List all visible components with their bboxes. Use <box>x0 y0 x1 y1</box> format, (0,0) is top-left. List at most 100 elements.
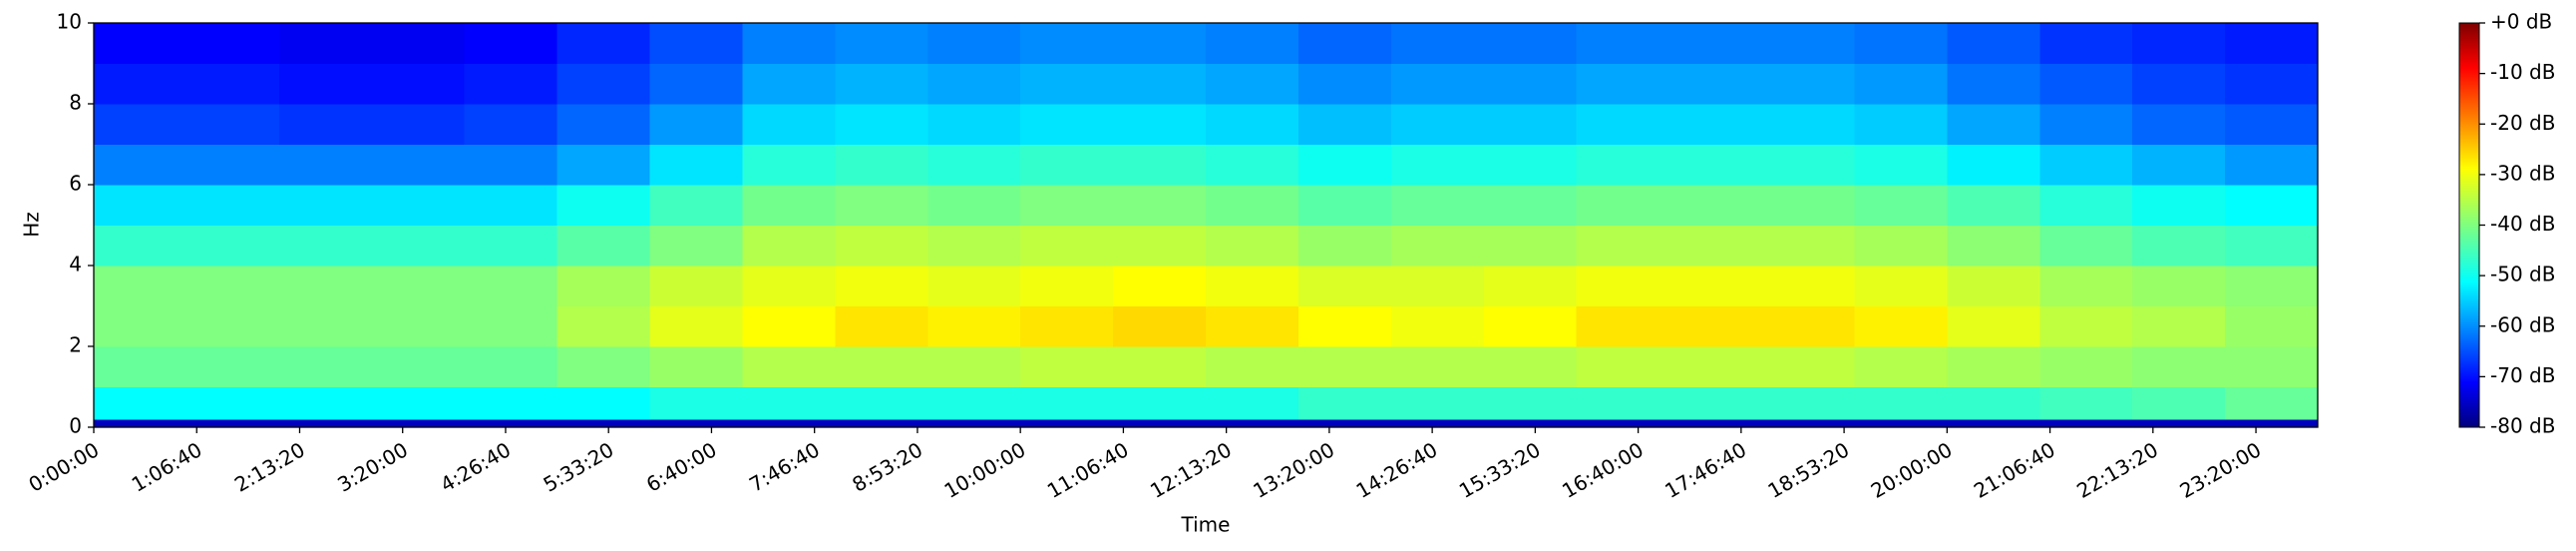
heatmap-cell <box>1483 225 1578 267</box>
heatmap-cell <box>278 104 373 145</box>
heatmap-cell <box>1761 225 1855 267</box>
x-tick-label: 23:20:00 <box>2176 437 2266 503</box>
heatmap-cell <box>927 346 1021 387</box>
heatmap-cell <box>1020 346 1114 387</box>
heatmap-cell <box>1020 266 1114 306</box>
heatmap-cell <box>185 418 280 428</box>
heatmap-cell <box>556 305 650 347</box>
heatmap-cell <box>94 225 187 267</box>
heatmap-cell <box>1576 185 1670 226</box>
heatmap-cell <box>371 418 466 428</box>
heatmap-cell <box>1020 144 1114 186</box>
heatmap-cell <box>1483 305 1578 347</box>
x-tick-label: 4:26:40 <box>436 437 515 496</box>
heatmap-cell <box>371 185 466 226</box>
heatmap-cell <box>649 104 743 145</box>
heatmap-cell <box>835 418 928 428</box>
heatmap-cell <box>1668 418 1762 428</box>
heatmap-cell <box>2225 418 2319 428</box>
heatmap-cell <box>2039 386 2133 420</box>
heatmap-cell <box>1668 23 1762 64</box>
heatmap-cell <box>2039 305 2133 347</box>
heatmap-cell <box>1761 23 1855 64</box>
heatmap-cell <box>94 63 187 105</box>
heatmap-cell <box>1020 104 1114 145</box>
heatmap-cell <box>1113 266 1207 306</box>
heatmap-cell <box>2225 63 2319 105</box>
heatmap-cell <box>464 104 558 145</box>
heatmap-cell <box>278 346 373 387</box>
heatmap-cell <box>742 266 836 306</box>
heatmap-cell <box>464 386 558 420</box>
heatmap-cell <box>1947 63 2040 105</box>
heatmap-cell <box>371 104 466 145</box>
heatmap-cell <box>1206 418 1299 428</box>
heatmap-cell <box>927 63 1021 105</box>
heatmap-cell <box>742 63 836 105</box>
x-tick-label: 6:40:00 <box>642 437 721 496</box>
heatmap-cell <box>742 225 836 267</box>
heatmap-cell <box>649 386 743 420</box>
heatmap-cell <box>185 305 280 347</box>
heatmap-cell <box>1668 305 1762 347</box>
heatmap-cell <box>185 225 280 267</box>
heatmap-cell <box>649 185 743 226</box>
heatmap-cell <box>649 225 743 267</box>
y-tick-label: 0 <box>69 414 82 438</box>
x-tick-label: 1:06:40 <box>128 437 206 496</box>
x-tick-label: 0:00:00 <box>24 437 103 496</box>
heatmap-cell <box>1390 418 1485 428</box>
colorbar-tick-label: -50 dB <box>2490 263 2555 286</box>
y-tick-label: 8 <box>69 91 82 115</box>
heatmap-cell <box>1854 23 1948 64</box>
heatmap-cell <box>1576 266 1670 306</box>
heatmap-cell <box>835 63 928 105</box>
heatmap-cell <box>1113 104 1207 145</box>
colorbar <box>2458 22 2480 428</box>
heatmap-cell <box>2225 266 2319 306</box>
x-tick-label: 17:46:40 <box>1660 437 1750 503</box>
heatmap-cell <box>2039 144 2133 186</box>
heatmap-cell <box>1483 418 1578 428</box>
heatmap-cell <box>1113 386 1207 420</box>
heatmap-cell <box>649 23 743 64</box>
colorbar-tick-label: -80 dB <box>2490 414 2555 438</box>
heatmap-cell <box>1297 144 1392 186</box>
heatmap-cell <box>278 418 373 428</box>
heatmap-cell <box>1390 63 1485 105</box>
heatmap-cell <box>2132 185 2226 226</box>
heatmap-cell <box>1761 266 1855 306</box>
heatmap-cell <box>556 418 650 428</box>
heatmap-cell <box>1206 305 1299 347</box>
heatmap-cell <box>1947 346 2040 387</box>
heatmap-cell <box>1206 386 1299 420</box>
heatmap-cell <box>2132 266 2226 306</box>
heatmap-cell <box>1390 266 1485 306</box>
heatmap-cell <box>742 418 836 428</box>
y-tick-label: 4 <box>69 253 82 276</box>
heatmap-cell <box>556 144 650 186</box>
heatmap-cell <box>1297 185 1392 226</box>
heatmap-cell <box>2225 346 2319 387</box>
y-tick-label: 10 <box>57 10 82 34</box>
heatmap-cell <box>1947 305 2040 347</box>
x-tick-label: 13:20:00 <box>1249 437 1338 503</box>
heatmap-cell <box>1297 63 1392 105</box>
heatmap-cell <box>1854 185 1948 226</box>
heatmap-cell <box>1113 185 1207 226</box>
heatmap-cell <box>556 63 650 105</box>
heatmap-cell <box>1206 104 1299 145</box>
heatmap-cell <box>1113 346 1207 387</box>
heatmap-cell <box>1390 104 1485 145</box>
heatmap-cell <box>464 225 558 267</box>
heatmap-cell <box>2225 386 2319 420</box>
x-tick-label: 18:53:20 <box>1764 437 1854 503</box>
heatmap-cell <box>835 266 928 306</box>
heatmap-cell <box>185 386 280 420</box>
heatmap-cell <box>1576 346 1670 387</box>
heatmap-cell <box>1390 23 1485 64</box>
heatmap-cell <box>371 266 466 306</box>
heatmap-cell <box>1113 63 1207 105</box>
heatmap-cell <box>94 144 187 186</box>
heatmap-cell <box>2132 23 2226 64</box>
